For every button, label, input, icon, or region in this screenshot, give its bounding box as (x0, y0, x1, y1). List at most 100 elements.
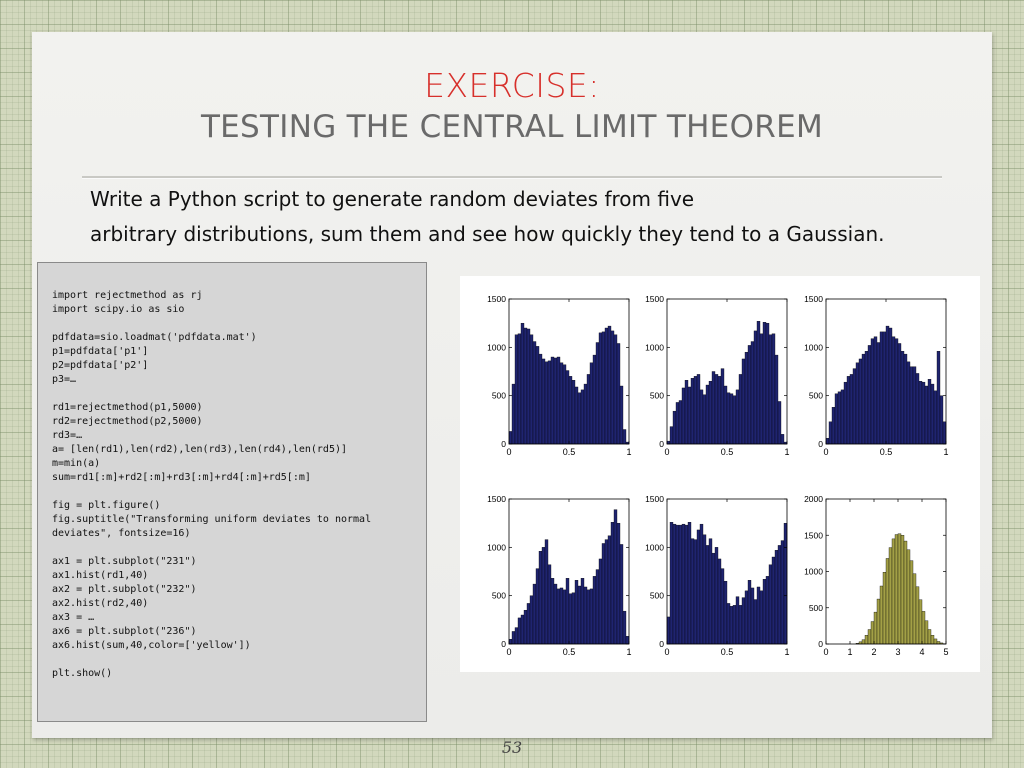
histogram-bar (723, 580, 728, 645)
histogram-bar (915, 586, 920, 645)
y-tick-label: 1500 (487, 294, 506, 304)
code-line: import scipy.io as sio (52, 304, 185, 315)
histogram-bar (723, 385, 728, 445)
histogram-bar (595, 569, 600, 645)
histogram-bar (927, 379, 932, 445)
histogram-bar (520, 614, 525, 645)
histogram-bar (529, 334, 534, 445)
histogram-bar (562, 364, 567, 445)
x-tick-label: 5 (943, 647, 948, 657)
histogram-bar (774, 354, 779, 445)
histogram-bar (696, 374, 701, 445)
histogram-bar (553, 583, 558, 645)
histogram-bar (577, 585, 582, 645)
histogram-bar (861, 639, 866, 645)
histogram-bar (933, 638, 938, 645)
histogram-bar (876, 342, 881, 445)
histogram-bar (759, 590, 764, 645)
x-tick-label: 0 (823, 447, 828, 457)
histogram-bar (714, 547, 719, 645)
histogram-bar (675, 524, 680, 645)
histogram-bar (903, 540, 908, 645)
histogram-bar (619, 544, 624, 645)
histogram-bar (699, 389, 704, 445)
histogram-bar (930, 383, 935, 445)
histogram-bar (909, 560, 914, 645)
histogram-bar (511, 383, 516, 445)
body-line-1: Write a Python script to generate random… (90, 187, 695, 211)
code-line: import rejectmethod as rj (52, 290, 203, 301)
histogram-bar (888, 547, 893, 645)
histogram-bar (702, 394, 707, 445)
x-tick-label: 4 (919, 647, 924, 657)
histogram-bar (550, 356, 555, 445)
histogram-bar (759, 333, 764, 445)
x-tick-label: 1 (847, 647, 852, 657)
histogram-bar (678, 524, 683, 645)
x-tick-label: 0 (664, 447, 669, 457)
histogram-bar (586, 589, 591, 645)
x-tick-label: 0 (506, 647, 511, 657)
code-line: ax1 = plt.subplot("231") (52, 556, 197, 567)
histogram-bar (577, 392, 582, 445)
histogram-bar (747, 345, 752, 445)
histogram-bar (672, 523, 677, 645)
code-line: m=min(a) (52, 458, 101, 469)
slide-title-exercise: EXERCISE: (424, 66, 600, 105)
histogram-bar (867, 629, 872, 645)
histogram-bar (753, 330, 758, 445)
body-line-2: arbitrary distributions, sum them and se… (90, 222, 885, 246)
x-tick-label: 0.5 (880, 447, 893, 457)
histogram-bar (556, 356, 561, 445)
histogram-bar (604, 539, 609, 645)
histogram-bar (828, 421, 833, 445)
histogram-bar (711, 552, 716, 645)
y-tick-label: 1500 (804, 294, 823, 304)
histogram-bar (520, 322, 525, 445)
histogram-bar (735, 596, 740, 645)
y-tick-label: 1500 (804, 530, 823, 540)
code-line: deviates", fontsize=16) (52, 528, 191, 539)
histogram-bar (610, 330, 615, 445)
y-tick-label: 500 (650, 391, 664, 401)
histogram-bar (720, 568, 725, 645)
histogram-bar (900, 535, 905, 645)
histogram-bar (690, 378, 695, 445)
histogram-bar (535, 346, 540, 445)
histogram-bar (601, 543, 606, 645)
histogram-bar (535, 568, 540, 645)
histogram-bar (915, 373, 920, 445)
y-tick-label: 500 (492, 391, 506, 401)
histogram-bar (780, 540, 785, 645)
histogram-bar (729, 393, 734, 445)
histogram-bar (879, 585, 884, 645)
histogram-bar (538, 353, 543, 445)
histogram-bar (771, 333, 776, 445)
histogram-bar (936, 351, 941, 445)
histogram-bar (556, 588, 561, 645)
histogram-bar (517, 617, 522, 645)
histogram-bar (867, 345, 872, 445)
python-code-block: import rejectmethod as rj import scipy.i… (52, 289, 371, 681)
x-tick-label: 0 (506, 447, 511, 457)
histogram-bar (912, 366, 917, 445)
histogram-bar (930, 635, 935, 645)
histogram-bar (508, 638, 513, 645)
histogram-bar (753, 599, 758, 645)
x-tick-label: 1 (784, 647, 789, 657)
histogram-bar (849, 374, 854, 445)
code-line: rd2=rejectmethod(p2,5000) (52, 416, 203, 427)
y-tick-label: 0 (501, 639, 506, 649)
histogram-bar (574, 580, 579, 645)
histogram-bar (580, 389, 585, 445)
histogram-bar (666, 616, 671, 645)
y-tick-label: 0 (501, 439, 506, 449)
y-tick-label: 500 (492, 591, 506, 601)
histogram-bar (858, 358, 863, 445)
histogram-bar (711, 371, 716, 445)
histogram-bar (873, 611, 878, 645)
histogram-bar (717, 376, 722, 445)
y-tick-label: 1000 (487, 342, 506, 352)
histogram-bar (625, 636, 630, 645)
code-line: sum=rd1[:m]+rd2[:m]+rd3[:m]+rd4[:m]+rd5[… (52, 472, 311, 483)
